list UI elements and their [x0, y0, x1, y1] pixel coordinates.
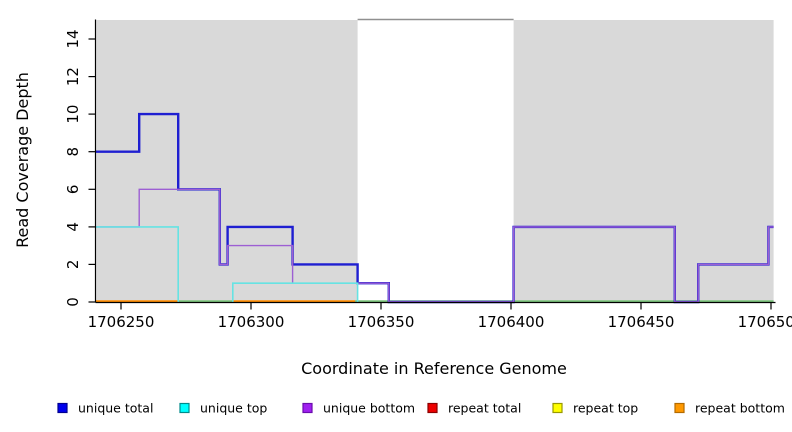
y-axis-label: Read Coverage Depth — [13, 72, 32, 248]
legend-swatch-repeat-bottom — [674, 402, 685, 414]
legend-label: unique top — [200, 401, 267, 416]
shaded-region — [513, 20, 774, 302]
y-tick-label: 14 — [64, 29, 82, 48]
y-tick-label: 8 — [64, 147, 82, 157]
x-tick-label: 1706350 — [348, 313, 415, 331]
legend: unique total unique top unique bottom repea… — [57, 401, 785, 416]
y-tick-label: 2 — [64, 260, 82, 270]
y-tick-label: 12 — [64, 67, 82, 86]
x-axis-ticks: 1706250 1706300 1706350 1706400 1706450 17065… — [88, 302, 792, 331]
x-tick-label: 1706300 — [218, 313, 285, 331]
legend-swatch-repeat-top — [552, 402, 563, 414]
legend-label: unique bottom — [323, 401, 415, 416]
legend-swatch-repeat-total — [427, 402, 438, 414]
y-axis-ticks: 0 2 4 6 8 10 12 14 — [64, 29, 96, 307]
shaded-regions — [96, 20, 774, 302]
x-tick-label: 1706250 — [88, 313, 155, 331]
series-unique-bottom — [95, 188, 774, 303]
legend-swatch-unique-total — [57, 402, 68, 414]
y-tick-label: 10 — [64, 105, 82, 124]
x-tick-label: 1706400 — [478, 313, 545, 331]
series-lines — [95, 112, 774, 303]
axes: 1706250 1706300 1706350 1706400 1706450 17065… — [64, 19, 792, 331]
y-tick-label: 0 — [64, 297, 82, 307]
y-tick-label: 4 — [64, 222, 82, 232]
legend-swatch-unique-top — [179, 402, 190, 414]
y-tick-label: 6 — [64, 185, 82, 195]
legend-label: repeat bottom — [695, 401, 785, 416]
legend-label: repeat total — [448, 401, 521, 416]
x-tick-label: 1706450 — [608, 313, 675, 331]
x-axis-label: Coordinate in Reference Genome — [301, 359, 567, 378]
legend-label: repeat top — [573, 401, 638, 416]
legend-swatch-unique-bottom — [302, 402, 313, 414]
legend-label: unique total — [78, 401, 153, 416]
